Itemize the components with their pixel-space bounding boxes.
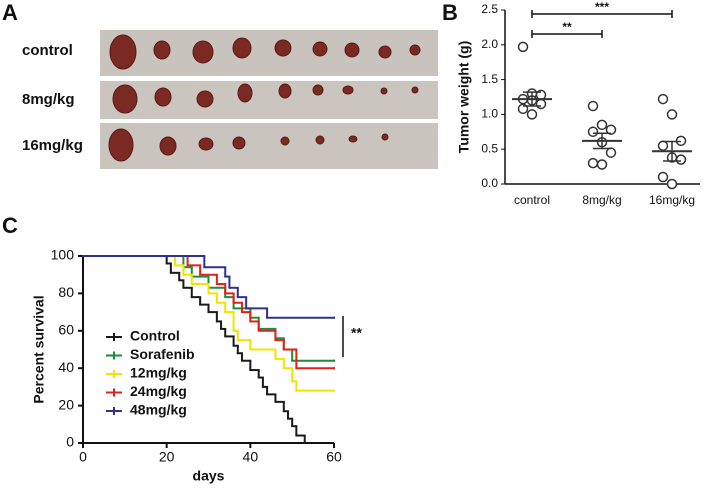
- photo-strip: [100, 81, 438, 119]
- panel-label: B: [442, 0, 458, 25]
- x-axis-title: days: [193, 468, 225, 484]
- sig-label: **: [351, 325, 362, 341]
- row-label: control: [22, 42, 73, 59]
- row-label: 16mg/kg: [22, 137, 83, 154]
- legend-label: 24mg/kg: [130, 383, 187, 399]
- y-tick-label: 0: [66, 434, 74, 450]
- y-axis-title: Percent survival: [31, 295, 47, 403]
- tumors: [108, 34, 421, 162]
- point: [596, 159, 608, 170]
- point: [587, 126, 599, 138]
- row-label: 8mg/kg: [22, 91, 75, 108]
- y-tick-label: 0.0: [481, 176, 498, 190]
- legend-label: Control: [130, 328, 180, 344]
- y-tick-label: 2.5: [481, 2, 498, 16]
- point: [535, 98, 547, 110]
- legend-label: 12mg/kg: [130, 365, 187, 381]
- x-tick-label: 40: [243, 449, 259, 465]
- point: [526, 109, 538, 120]
- y-tick-label: 20: [58, 396, 74, 412]
- panel-label: A: [2, 0, 18, 25]
- point: [657, 171, 669, 183]
- panel-label: C: [2, 213, 18, 238]
- point: [517, 41, 529, 53]
- photo-strip: [100, 123, 438, 169]
- sig-label: **: [562, 20, 572, 34]
- photo: [100, 30, 438, 169]
- y-axis-title: Tumor weight (g): [456, 41, 472, 154]
- legend-label: Sorafenib: [130, 346, 195, 362]
- point: [605, 147, 617, 158]
- x-tick-label: 0: [79, 449, 87, 465]
- point: [657, 140, 669, 151]
- x-tick-label: 60: [326, 449, 342, 465]
- point: [666, 109, 678, 120]
- y-tick-label: 60: [58, 322, 74, 338]
- x-tick-label: 8mg/kg: [582, 193, 621, 207]
- x-tick-label: 20: [159, 449, 175, 465]
- legend-label: 48mg/kg: [130, 402, 187, 418]
- sig-label: ***: [595, 0, 609, 14]
- point: [587, 100, 599, 112]
- y-tick-label: 80: [58, 284, 74, 300]
- point: [587, 157, 599, 169]
- y-tick-label: 1.0: [481, 107, 498, 121]
- point: [657, 93, 669, 105]
- point: [666, 178, 678, 190]
- x-tick-label: 16mg/kg: [649, 193, 695, 207]
- point: [596, 119, 608, 131]
- x-tick-label: control: [514, 193, 550, 207]
- y-tick-label: 0.5: [481, 141, 498, 155]
- y-tick-label: 40: [58, 359, 74, 375]
- y-tick-label: 100: [51, 247, 75, 263]
- y-tick-label: 2.0: [481, 37, 498, 51]
- point: [605, 124, 617, 135]
- y-tick-label: 1.5: [481, 72, 498, 86]
- point: [675, 154, 687, 165]
